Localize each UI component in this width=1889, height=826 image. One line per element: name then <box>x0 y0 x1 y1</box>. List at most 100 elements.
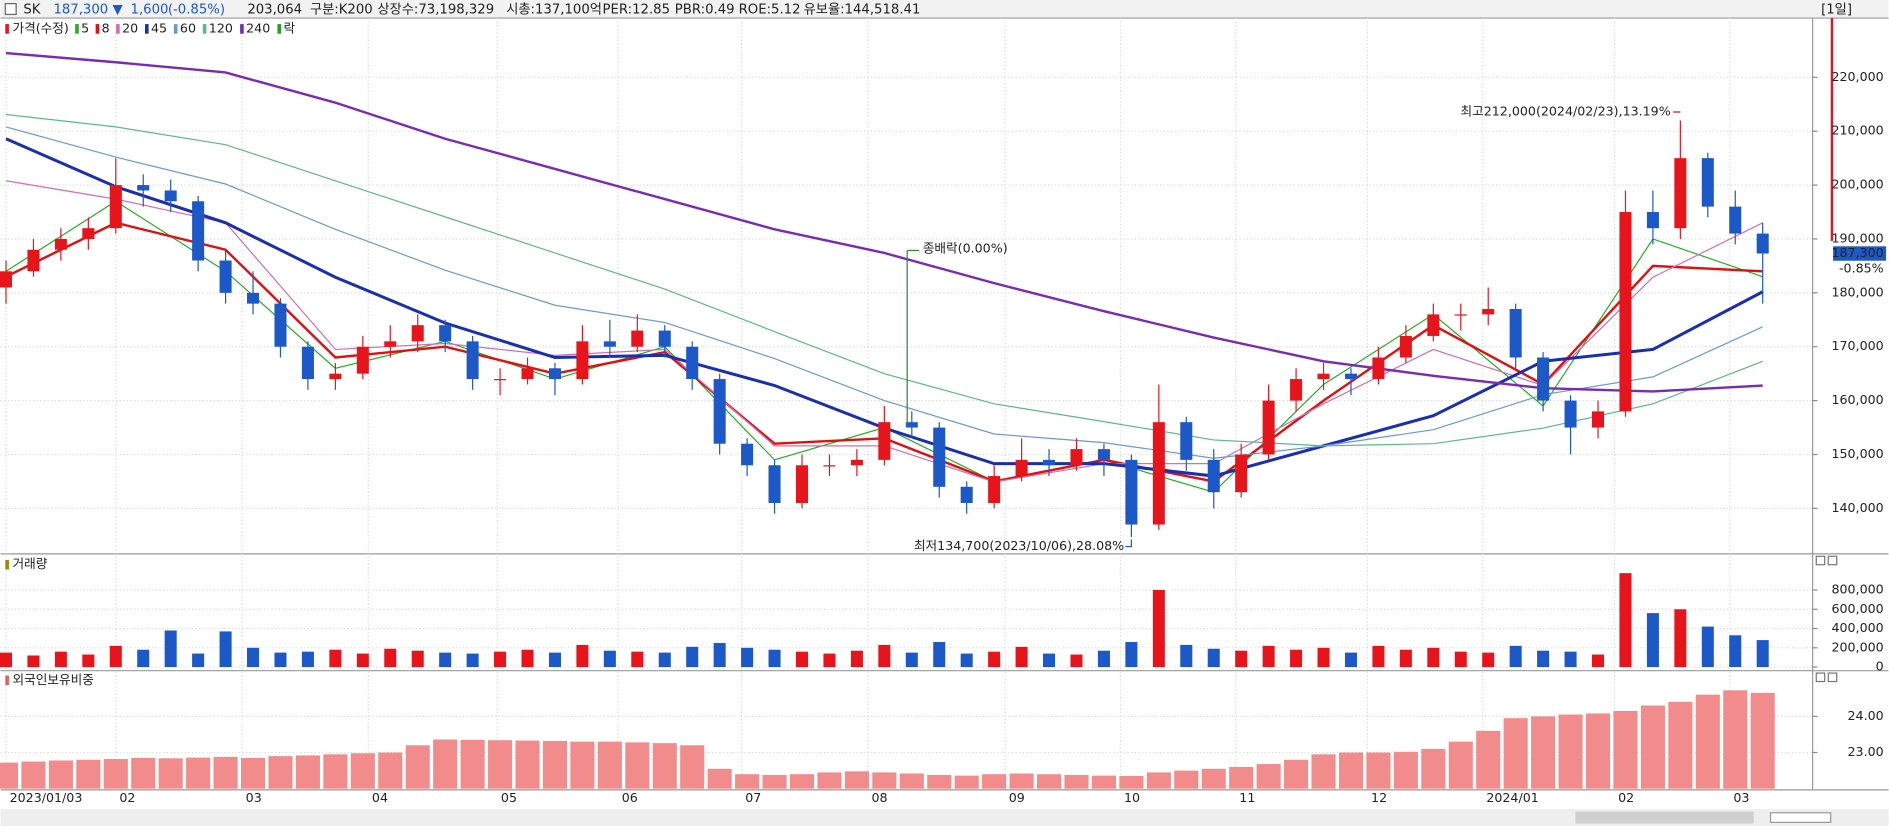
bar <box>1729 635 1742 668</box>
ma-line <box>5 126 1763 459</box>
candle-body <box>219 260 232 293</box>
candle-body <box>1317 373 1330 380</box>
bar <box>1256 764 1281 789</box>
y-tick-label: 210,000 <box>1831 123 1883 138</box>
bar <box>1009 773 1034 789</box>
x-tick-label: 07 <box>745 790 761 805</box>
bar <box>844 771 869 789</box>
candle-body <box>878 422 891 460</box>
bar <box>1750 692 1775 789</box>
y-tick-label: 150,000 <box>1831 446 1883 461</box>
legend-swatch <box>116 24 120 34</box>
header-items: 구분:K200 상장수:73,198,329 시총:137,100억 PER:12.8… <box>310 2 920 18</box>
y-tick-label: 170,000 <box>1831 338 1883 353</box>
y-tick-label: 140,000 <box>1831 500 1883 515</box>
bar <box>872 772 897 789</box>
bar <box>1585 713 1611 789</box>
candle-body <box>247 292 260 304</box>
bar <box>1311 754 1336 789</box>
bar <box>247 647 260 668</box>
candle-body <box>466 341 479 380</box>
bar <box>795 651 809 668</box>
bar <box>1015 646 1028 668</box>
candle-body <box>850 459 863 466</box>
ma-line <box>5 51 1763 393</box>
candle-body <box>1729 206 1742 234</box>
bar <box>1454 651 1467 668</box>
candle-body <box>1070 449 1083 466</box>
panel-title: 거래량 <box>13 556 48 571</box>
scrollbar[interactable] <box>0 809 1889 826</box>
x-tick-label: 06 <box>622 790 638 805</box>
bar <box>0 652 13 668</box>
bar <box>158 758 183 789</box>
bar <box>1372 645 1385 668</box>
panel-icon[interactable] <box>1815 555 1826 566</box>
panel-title: 외국인보유비중 <box>13 672 94 687</box>
bar <box>789 774 815 789</box>
bar <box>1476 730 1501 789</box>
candle-body <box>301 346 314 380</box>
legend-label: 가격(수정) <box>13 20 69 35</box>
y-tick-label: 600,000 <box>1831 601 1883 616</box>
scroll-thumb[interactable] <box>1575 811 1754 824</box>
bar <box>631 651 644 668</box>
bar <box>1262 645 1275 668</box>
bar <box>131 757 156 789</box>
candle-body <box>356 346 369 374</box>
legend-label: 20 <box>122 20 138 35</box>
bar <box>54 651 67 668</box>
bar <box>713 642 726 668</box>
zoom-slider[interactable] <box>1769 812 1832 823</box>
bar <box>329 649 342 668</box>
candle-body <box>82 228 95 239</box>
bar <box>817 772 842 789</box>
candle-body <box>1619 212 1632 412</box>
bar <box>219 631 232 668</box>
window-icon[interactable] <box>4 3 17 16</box>
panel-icon[interactable] <box>1827 555 1838 566</box>
bar <box>439 652 452 668</box>
bar <box>1064 774 1089 789</box>
bar <box>658 652 671 668</box>
panel-icon[interactable] <box>1815 672 1826 683</box>
panel-icon[interactable] <box>1827 672 1838 683</box>
candle-body <box>658 330 671 347</box>
bar <box>0 762 19 789</box>
candle-body <box>1454 314 1467 316</box>
bar <box>1613 710 1638 789</box>
x-tick-label: 12 <box>1371 790 1387 805</box>
bar <box>1640 705 1665 789</box>
bar <box>295 755 320 789</box>
bar <box>707 768 732 789</box>
bar <box>762 774 787 789</box>
bar <box>192 653 205 668</box>
y-tick-label: 23.00 <box>1848 744 1884 759</box>
price: 187,300 <box>53 3 108 18</box>
bar <box>1344 652 1357 668</box>
bar <box>954 775 979 789</box>
x-tick-label: 02 <box>1618 790 1634 805</box>
bar <box>1366 752 1391 789</box>
bar <box>1564 651 1577 668</box>
bar <box>982 774 1007 789</box>
bar <box>21 761 46 789</box>
bar <box>488 740 513 789</box>
y-tick-label: 800,000 <box>1831 582 1883 597</box>
y-tick-label: 220,000 <box>1831 69 1883 84</box>
legend-label: 60 <box>180 20 196 35</box>
y-tick-label: 190,000 <box>1831 230 1883 245</box>
symbol: SK <box>23 3 40 18</box>
bar <box>960 653 973 668</box>
bar <box>542 740 568 789</box>
bar <box>570 741 595 789</box>
bar <box>1503 718 1528 789</box>
bar <box>1619 573 1632 668</box>
bar <box>933 642 946 668</box>
candle-body <box>329 373 342 380</box>
interval[interactable]: [1일] <box>1821 2 1852 18</box>
bar <box>625 742 650 789</box>
bar <box>927 774 952 789</box>
bar <box>680 745 705 789</box>
bar <box>548 652 561 668</box>
